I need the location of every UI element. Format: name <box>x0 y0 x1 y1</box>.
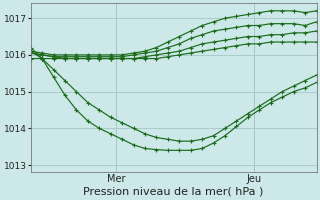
X-axis label: Pression niveau de la mer( hPa ): Pression niveau de la mer( hPa ) <box>84 187 264 197</box>
